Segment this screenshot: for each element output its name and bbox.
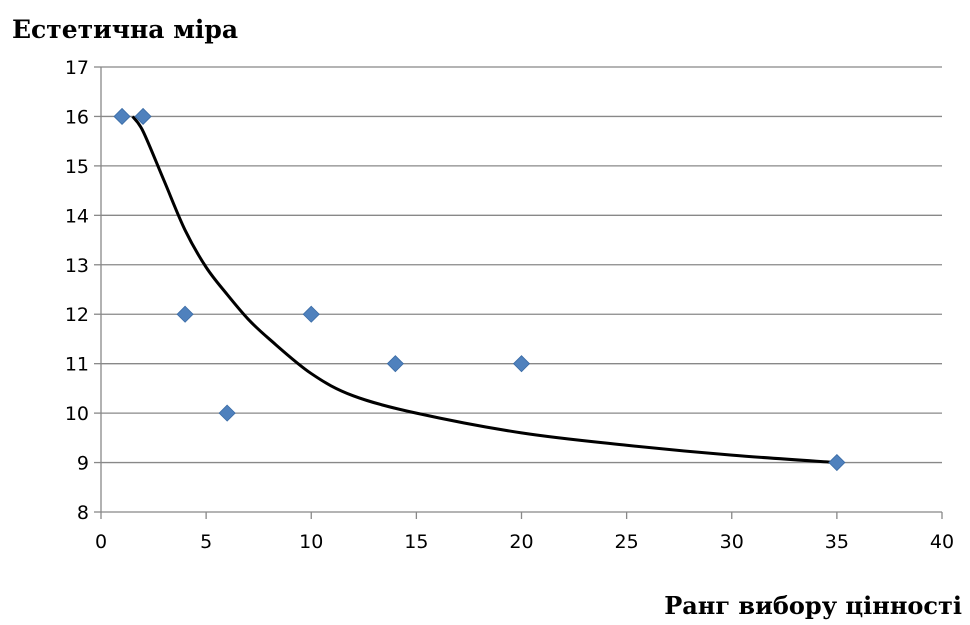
data-point <box>386 355 404 373</box>
y-tick-label: 17 <box>65 57 89 79</box>
x-tick-label: 0 <box>95 531 107 553</box>
y-tick-labels: 8 9 10 11 12 13 14 15 16 17 <box>65 57 89 524</box>
x-tick-label: 5 <box>200 531 212 553</box>
x-axis-title: Ранг вибору цінності <box>664 591 962 620</box>
x-tick-label: 30 <box>720 531 744 553</box>
y-tick-label: 8 <box>77 502 89 524</box>
x-tick-label: 20 <box>509 531 533 553</box>
trendline-group <box>131 115 837 465</box>
data-point <box>218 404 236 422</box>
data-point <box>828 453 846 472</box>
y-tick-label: 12 <box>65 304 89 326</box>
x-tick-labels: 0 5 10 15 20 25 30 35 40 <box>95 531 954 553</box>
y-tick-label: 13 <box>65 255 89 277</box>
data-point <box>176 305 194 323</box>
x-tick-label: 40 <box>930 531 954 553</box>
y-axis-title: Естетична міра <box>12 15 238 44</box>
data-point <box>302 305 320 323</box>
x-tick-label: 35 <box>825 531 849 553</box>
trendline <box>131 115 837 465</box>
y-tick-label: 16 <box>65 106 89 128</box>
x-tick-label: 15 <box>404 531 428 553</box>
y-tick-label: 14 <box>65 205 89 227</box>
data-point <box>113 107 131 126</box>
y-tick-label: 9 <box>77 453 89 475</box>
y-tick-label: 11 <box>65 354 89 376</box>
x-tick-label: 25 <box>615 531 639 553</box>
data-point <box>134 107 152 126</box>
data-point <box>512 355 531 373</box>
y-tick-label: 10 <box>65 403 89 425</box>
data-points <box>113 107 846 472</box>
axes <box>94 66 943 519</box>
x-tick-label: 10 <box>299 531 323 553</box>
y-tick-label: 15 <box>65 156 89 178</box>
gridlines <box>101 66 942 464</box>
